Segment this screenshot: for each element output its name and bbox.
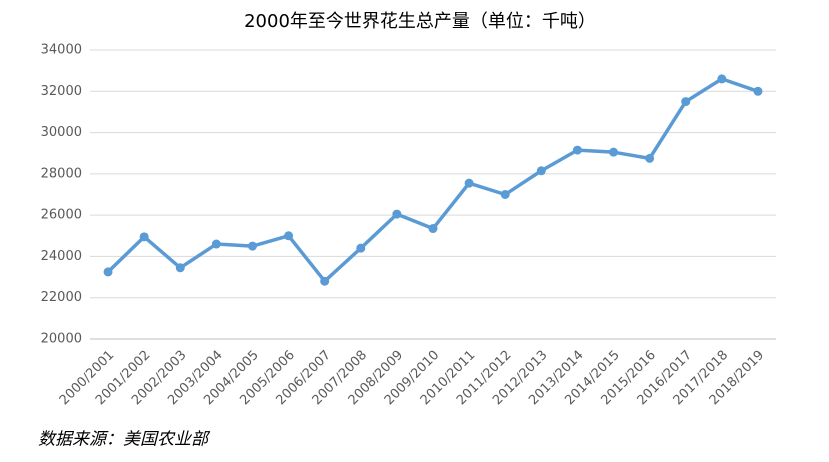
point <box>536 166 546 176</box>
point <box>320 276 330 286</box>
point <box>681 97 691 107</box>
point <box>645 153 655 163</box>
y-tick-label: 28000 <box>41 166 82 181</box>
source-note: 数据来源：美国农业部 <box>38 430 211 450</box>
y-tick-label: 34000 <box>41 43 82 58</box>
point <box>247 241 257 251</box>
y-tick-label: 32000 <box>41 84 82 99</box>
y-tick-label: 30000 <box>41 125 82 140</box>
point <box>572 145 582 155</box>
line <box>106 77 759 283</box>
chart-title: 2000年至今世界花生总产量（单位：千吨） <box>244 11 596 32</box>
point <box>211 239 221 249</box>
point <box>753 86 763 96</box>
point <box>175 263 185 273</box>
point <box>356 243 366 253</box>
point <box>609 147 619 157</box>
point <box>284 231 294 241</box>
y-tick-label: 24000 <box>41 249 82 264</box>
y-tick-label: 22000 <box>41 290 82 305</box>
point <box>500 190 510 199</box>
point <box>139 232 149 242</box>
point <box>392 209 402 219</box>
y-tick-label: 20000 <box>41 332 82 347</box>
y-tick-label: 26000 <box>41 208 82 223</box>
point <box>464 178 474 188</box>
point <box>428 224 438 234</box>
point <box>103 267 113 277</box>
point <box>717 74 727 84</box>
